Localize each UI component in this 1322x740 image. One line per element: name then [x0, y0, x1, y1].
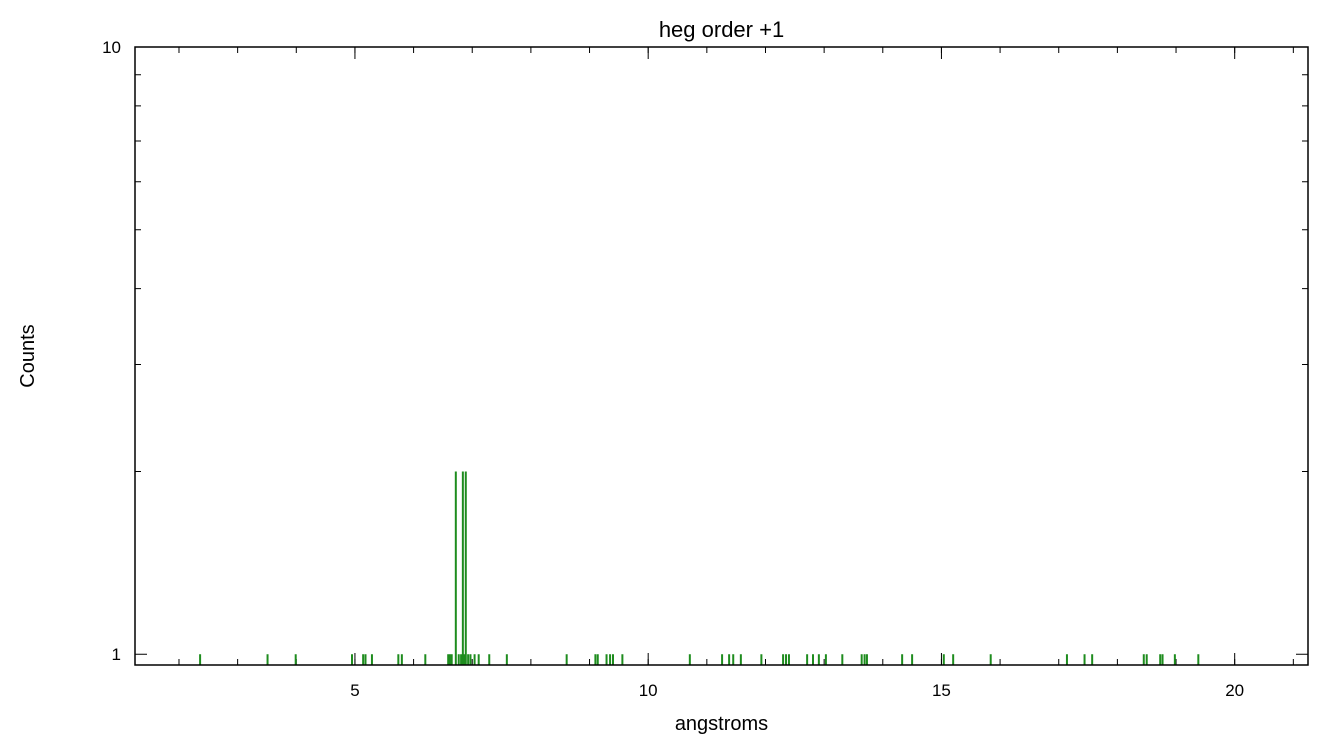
y-tick-label: 10	[102, 38, 121, 57]
major-ticks	[135, 46, 1308, 665]
x-tick-label: 5	[350, 681, 359, 700]
x-tick-label: 15	[932, 681, 951, 700]
minor-ticks	[135, 47, 1308, 665]
y-axis-label: Counts	[17, 324, 39, 387]
x-tick-labels: 5 10 15 20	[350, 681, 1244, 700]
y-tick-label: 1	[112, 645, 121, 664]
chart-title: heg order +1	[659, 17, 784, 42]
x-axis-label: angstroms	[675, 713, 768, 735]
y-tick-labels: 1 10	[102, 38, 121, 664]
x-tick-label: 20	[1225, 681, 1244, 700]
x-tick-label: 10	[639, 681, 658, 700]
plot-frame	[134, 46, 1309, 666]
count-bars	[199, 471, 1200, 665]
